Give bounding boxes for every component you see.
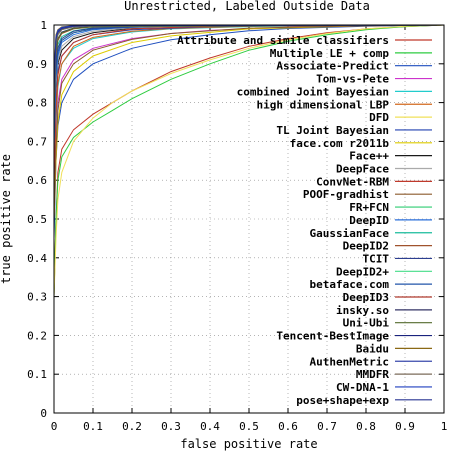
legend-label: betaface.com (310, 278, 390, 291)
legend-label: GaussianFace (310, 227, 390, 240)
chart-title: Unrestricted, Labeled Outside Data (124, 0, 370, 13)
legend-label: POOF-gradhist (303, 188, 389, 201)
series-line-12 (53, 24, 445, 220)
legend-label: Uni-Ubi (343, 317, 390, 330)
y-tick-label: 0.1 (27, 368, 47, 381)
y-tick-label: 0 (40, 407, 47, 420)
legend-label: Face++ (349, 150, 389, 163)
grid (54, 25, 444, 413)
y-tick-label: 0.6 (27, 174, 47, 187)
x-tick-label: 0.2 (122, 420, 142, 433)
y-tick-label: 0.9 (27, 58, 47, 71)
x-tick-label: 0.4 (200, 420, 220, 433)
legend-label: Multiple LE + comp (270, 47, 390, 60)
y-tick-label: 0.5 (27, 213, 47, 226)
x-tick-label: 0.1 (83, 420, 103, 433)
legend-label: MMDFR (356, 368, 389, 381)
y-tick-label: 0.7 (27, 135, 47, 148)
legend-label: combined Joint Bayesian (237, 85, 389, 98)
x-tick-label: 0.9 (395, 420, 415, 433)
y-tick-label: 0.4 (27, 252, 47, 265)
legend-label: Associate-Predict (276, 60, 389, 73)
series-lines (53, 24, 445, 297)
legend-label: insky.so (336, 304, 389, 317)
x-tick-label: 0.5 (239, 420, 259, 433)
legend-label: TL Joint Bayesian (276, 124, 389, 137)
legend-label: Baidu (356, 342, 389, 355)
x-tick-label: 0.8 (356, 420, 376, 433)
legend-label: Tencent-BestImage (276, 330, 389, 343)
series-line-11 (53, 24, 445, 181)
legend-label: DeepID (349, 214, 389, 227)
legend-label: TCIT (363, 252, 390, 265)
legend-label: Attribute and simile classifiers (177, 34, 389, 47)
legend-label: DeepID2 (343, 240, 389, 253)
legend-label: high dimensional LBP (257, 98, 390, 111)
x-tick-label: 0.3 (161, 420, 181, 433)
x-tick-label: 1 (441, 420, 448, 433)
x-axis-label: false positive rate (180, 437, 317, 451)
legend-label: AuthenMetric (310, 355, 389, 368)
legend-label: Tom-vs-Pete (316, 73, 389, 86)
series-line-8 (53, 24, 445, 220)
legend-label: face.com r2011b (290, 137, 390, 150)
y-tick-label: 0.3 (27, 291, 47, 304)
plot-frame (53, 24, 445, 414)
axis-ticks: 0 0.1 0.2 0.3 0.4 0.5 0.6 0.7 0.8 0.9 1 0 0.1 0.2 0.3 0… (27, 19, 447, 433)
series-line-1 (53, 24, 445, 297)
x-tick-label: 0.6 (278, 420, 298, 433)
legend-label: FR+FCN (349, 201, 389, 214)
series-line-6 (53, 24, 445, 297)
legend-label: pose+shape+exp (296, 394, 389, 407)
legend-label: ConvNet-RBM (316, 175, 389, 188)
legend-label: DFD (369, 111, 389, 124)
legend-label: DeepID3 (343, 291, 389, 304)
legend-label: DeepID2+ (336, 265, 389, 278)
y-tick-label: 0.8 (27, 97, 47, 110)
legend-label: DeepFace (336, 163, 389, 176)
y-tick-label: 0.2 (27, 329, 47, 342)
x-tick-label: 0 (51, 420, 58, 433)
legend-label: CW-DNA-1 (336, 381, 389, 394)
y-tick-label: 1 (40, 19, 47, 32)
x-tick-label: 0.7 (317, 420, 337, 433)
y-axis-label: true positive rate (0, 154, 13, 284)
legend: Attribute and simile classifiersMultiple… (177, 34, 432, 407)
